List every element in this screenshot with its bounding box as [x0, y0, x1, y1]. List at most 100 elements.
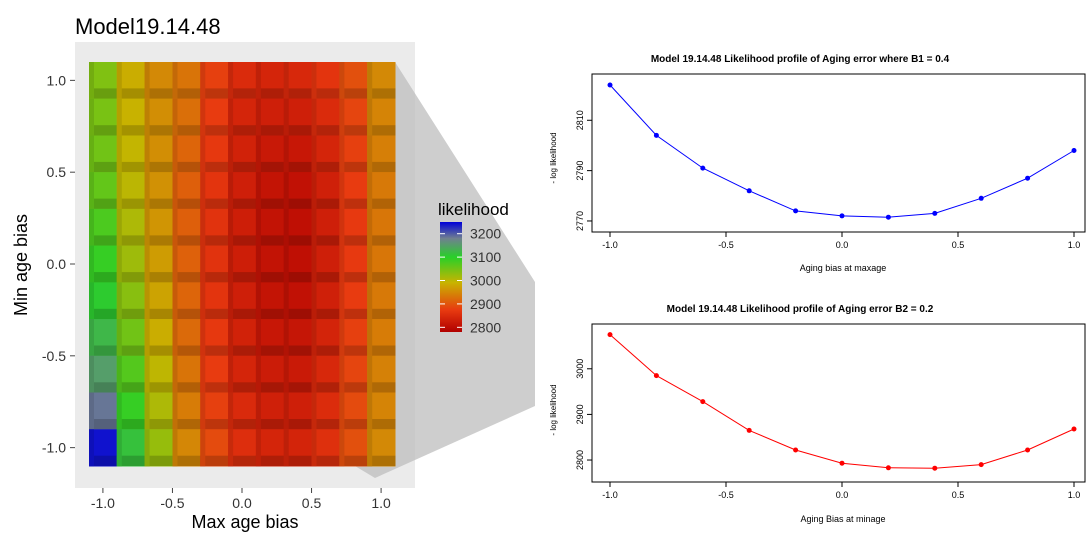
heatmap-cell-shade [144, 382, 173, 393]
heatmap-cell-shade [283, 272, 312, 283]
heatmap-cell-edge [311, 208, 317, 247]
heatmap-cell-edge [367, 98, 373, 136]
heatmap-cell-edge [172, 245, 178, 283]
heatmap-cell-shade [228, 455, 257, 466]
heatmap-cell-shade [228, 235, 257, 246]
heatmap-cell-shade [228, 198, 257, 209]
profile-point [746, 188, 752, 194]
heatmap-cell-edge [89, 282, 94, 320]
heatmap-cell-shade [311, 235, 340, 246]
heatmap-cell-edge [172, 135, 178, 173]
heatmap-cell-edge [172, 429, 178, 467]
heatmap-cell-shade [339, 308, 368, 320]
heatmap-cell-edge [116, 245, 122, 283]
heatmap-cell-edge [311, 282, 317, 320]
heatmap-cell-edge [255, 135, 261, 173]
heatmap-cell-shade [367, 455, 396, 466]
profile-point [839, 460, 845, 466]
profile-point [607, 82, 613, 88]
heatmap-cell-shade [255, 455, 285, 466]
heatmap-cell-edge [228, 208, 234, 247]
heatmap-cell-shade [228, 272, 257, 283]
heatmap-cell-edge [283, 319, 289, 357]
heatmap-cell-edge [116, 429, 122, 467]
profile-b2-x-label: Aging Bias at minage [800, 514, 885, 524]
profile-x-tick-label: -0.5 [718, 240, 734, 250]
heatmap-cell-shade [89, 198, 118, 209]
heatmap-cell-shade [172, 455, 201, 466]
heatmap-cell-edge [367, 208, 373, 247]
heatmap-cell-shade [172, 345, 201, 356]
heatmap-cell-shade [228, 345, 257, 356]
heatmap-cell-shade [311, 419, 340, 430]
heatmap-cell-edge [255, 62, 261, 100]
heatmap-cell-edge [339, 62, 345, 100]
heatmap-cell-shade [367, 308, 396, 320]
heatmap-cell-edge [144, 429, 150, 467]
profile-frame [591, 323, 1086, 483]
heatmap-cell-edge [200, 172, 206, 210]
heatmap-cell-shade [89, 125, 118, 136]
heatmap-cell-shade [283, 308, 312, 320]
heatmap-cell-shade [144, 308, 173, 320]
heatmap-cell-edge [255, 282, 261, 320]
heatmap-cell-shade [311, 198, 340, 209]
heatmap-cell-edge [339, 355, 345, 393]
heatmap-cell-edge [172, 392, 178, 430]
profile-x-tick-label: -0.5 [718, 490, 734, 500]
heatmap-cell-shade [339, 235, 368, 246]
heatmap-cell-shade [89, 455, 118, 466]
heatmap-cell-edge [228, 355, 234, 393]
heatmap-x-tick-label: 0.5 [302, 495, 322, 511]
heatmap-cell-edge [283, 62, 289, 100]
heatmap-x-tick-label: -0.5 [160, 495, 184, 511]
heatmap-cell-edge [255, 355, 261, 393]
profile-point [1025, 447, 1031, 453]
heatmap-cell-edge [283, 392, 289, 430]
heatmap-cell-edge [144, 62, 150, 100]
heatmap-cell-edge [311, 98, 317, 136]
legend-ticks: 3200 3100 3000 2900 2800 [440, 226, 501, 335]
heatmap-cell-edge [228, 245, 234, 283]
heatmap-cell-shade [89, 382, 118, 393]
heatmap-cell-edge [200, 319, 206, 357]
profile-x-tick-label: 0.5 [952, 490, 965, 500]
heatmap-cell-shade [228, 382, 257, 393]
heatmap-cell-shade [311, 455, 340, 466]
heatmap-cell-edge [116, 135, 122, 173]
heatmap-cell-shade [367, 88, 396, 99]
profile-point [793, 447, 799, 453]
heatmap-cell-edge [116, 392, 122, 430]
heatmap-cell-edge [89, 355, 94, 393]
heatmap-cell-shade [339, 455, 368, 466]
heatmap-cell-edge [144, 245, 150, 283]
profile-charts: Model 19.14.48 Likelihood profile of Agi… [549, 54, 1086, 524]
heatmap-cell-edge [311, 62, 317, 100]
heatmap-cell-shade [116, 382, 146, 393]
heatmap-cell-shade [283, 419, 312, 430]
profile-y-tick-label: 2790 [575, 161, 585, 181]
heatmap-panel: -1.0 -0.5 0.0 0.5 1.0 1.0 0.5 0.0 -0.5 -1.0 Model… [0, 0, 540, 536]
heatmap-cell-edge [116, 172, 122, 210]
heatmap-cell-shade [172, 382, 201, 393]
heatmap-y-label: Min age bias [11, 214, 31, 316]
heatmap-cell-edge [283, 245, 289, 283]
heatmap-cell-edge [283, 282, 289, 320]
profile-y-tick-label: 3000 [575, 359, 585, 379]
heatmap-y-tick-label: 1.0 [47, 72, 67, 88]
heatmap-cell-shade [200, 272, 229, 283]
heatmap-cell-edge [367, 319, 373, 357]
profile-line [609, 84, 1075, 218]
heatmap-cell-edge [283, 208, 289, 247]
heatmap-cell-shade [255, 88, 285, 99]
profile-chart-b1: Model 19.14.48 Likelihood profile of Agi… [549, 54, 1086, 273]
heatmap-cell-edge [283, 135, 289, 173]
heatmap-cell-edge [144, 135, 150, 173]
heatmap-cell-shade [283, 161, 312, 173]
heatmap-cell-edge [311, 429, 317, 467]
heatmap-cell-edge [311, 172, 317, 210]
heatmap-cell-shade [200, 161, 229, 173]
heatmap-cell-shade [89, 161, 118, 173]
heatmap-cell-shade [255, 161, 285, 173]
profile-b1-x-label: Aging bias at maxage [800, 263, 887, 273]
